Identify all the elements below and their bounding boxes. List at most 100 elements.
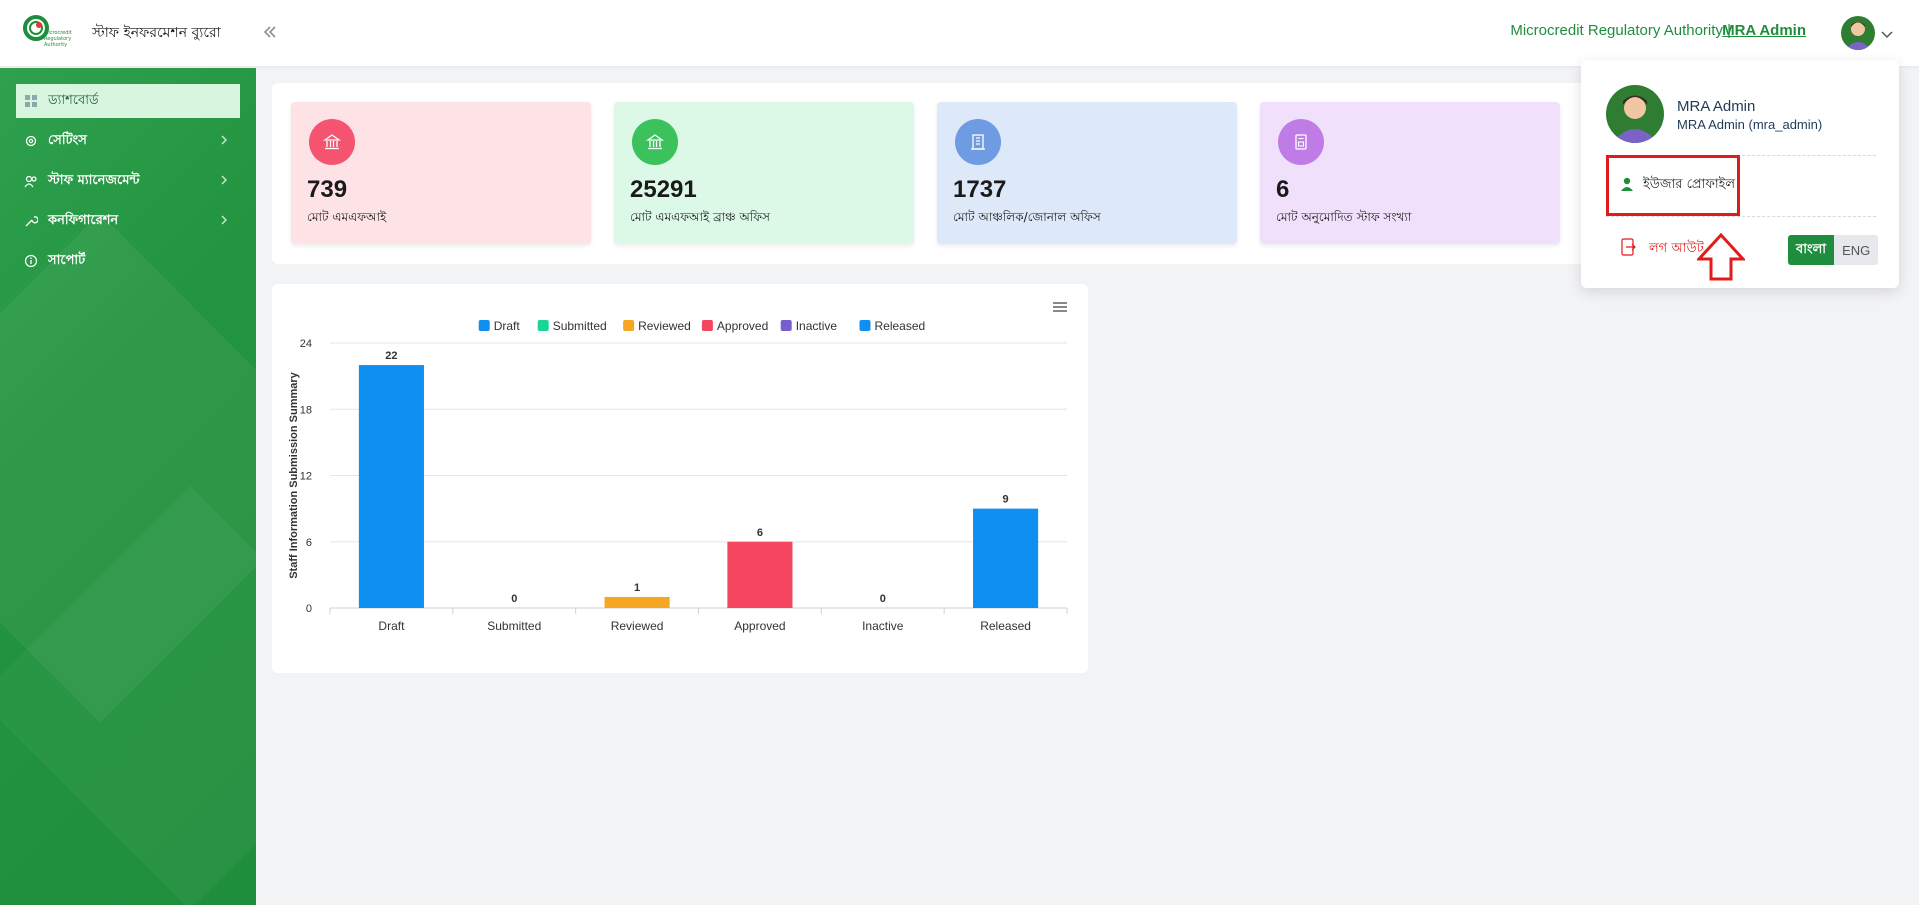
profile-username: MRA Admin (mra_admin) xyxy=(1677,117,1823,132)
user-avatar[interactable] xyxy=(1841,16,1875,50)
stat-card-mfi[interactable]: 739 মোট এমএফআই xyxy=(291,102,591,244)
users-icon xyxy=(24,174,38,188)
user-profile-menu-item[interactable]: ইউজার প্রোফাইল xyxy=(1606,155,1740,216)
sidebar-item-dashboard[interactable]: ড্যাশবোর্ড xyxy=(16,84,240,118)
y-tick-label: 0 xyxy=(306,603,312,615)
stat-value: 1737 xyxy=(953,176,1007,203)
y-tick-label: 12 xyxy=(300,471,312,483)
legend-label: Draft xyxy=(494,319,521,333)
logout-label: লগ আউট xyxy=(1649,240,1704,256)
gear-icon xyxy=(24,134,38,148)
sidebar-item-settings[interactable]: সেটিংস xyxy=(16,124,240,158)
stat-value: 25291 xyxy=(630,176,697,203)
x-tick-label: Approved xyxy=(734,619,785,633)
logout-icon xyxy=(1621,238,1637,260)
legend-label: Submitted xyxy=(553,319,607,333)
sidebar-item-configuration[interactable]: কনফিগারেশন xyxy=(16,204,240,238)
stat-card-zonal-office[interactable]: 1737 মোট আঞ্চলিক/জোনাল অফিস xyxy=(937,102,1237,244)
svg-text:Authority: Authority xyxy=(44,42,67,48)
bar xyxy=(358,365,424,608)
app-title: স্টাফ ইনফরমেশন ব্যুরো xyxy=(92,25,221,41)
sidebar-item-label: ড্যাশবোর্ড xyxy=(48,92,99,108)
person-icon xyxy=(1619,176,1635,196)
bar xyxy=(604,596,670,608)
data-label: 9 xyxy=(1003,494,1009,506)
legend-marker xyxy=(701,320,713,331)
y-tick-label: 18 xyxy=(300,404,312,416)
y-tick-label: 24 xyxy=(300,338,312,350)
avatar xyxy=(1606,85,1664,143)
language-toggle: বাংলা ENG xyxy=(1788,235,1879,265)
chevron-down-icon[interactable] xyxy=(1880,26,1894,40)
chevron-right-icon xyxy=(218,134,230,146)
legend-marker xyxy=(623,320,635,331)
grid-icon xyxy=(24,94,38,108)
hamburger-menu-icon[interactable] xyxy=(1051,299,1069,313)
stat-label: মোট এমএফআই xyxy=(307,210,387,224)
svg-text:Regulatory: Regulatory xyxy=(44,36,71,42)
user-dropdown: MRA Admin MRA Admin (mra_admin) ইউজার প্… xyxy=(1581,60,1899,288)
collapse-sidebar-icon[interactable] xyxy=(258,18,282,46)
sidebar-item-label: সেটিংস xyxy=(48,132,87,148)
divider xyxy=(1606,155,1876,156)
divider xyxy=(1606,216,1876,217)
stat-value: 739 xyxy=(307,176,348,203)
sidebar-item-label: স্টাফ ম্যানেজমেন্ট xyxy=(48,172,140,188)
document-icon xyxy=(1278,119,1324,165)
chart-panel: 0 6 12 18 24 Staff Information Submission Sum… xyxy=(272,284,1088,673)
x-tick-label: Inactive xyxy=(862,619,904,633)
legend-label: Reviewed xyxy=(638,319,691,333)
legend-marker xyxy=(478,320,490,331)
sidebar-item-support[interactable]: সাপোর্ট xyxy=(16,244,240,278)
mra-logo[interactable]: Microcredit Regulatory Authority xyxy=(22,14,72,50)
legend-label: Approved xyxy=(717,319,768,333)
bar xyxy=(727,541,793,608)
bar xyxy=(973,508,1039,608)
bank-icon xyxy=(309,119,355,165)
wrench-icon xyxy=(24,214,38,228)
data-label: 6 xyxy=(757,527,763,539)
lang-bangla-button[interactable]: বাংলা xyxy=(1788,235,1835,265)
top-header: Microcredit Regulatory Authority স্টাফ ই… xyxy=(0,0,1919,66)
data-label: 0 xyxy=(880,593,886,605)
legend-label: Inactive xyxy=(796,319,838,333)
y-tick-label: 6 xyxy=(306,537,312,549)
sidebar: ড্যাশবোর্ড সেটিংস স্টাফ ম্যানেজমেন্ট কনফ… xyxy=(0,68,256,905)
organization-name: Microcredit Regulatory Authority | xyxy=(1510,22,1731,39)
legend-marker xyxy=(859,320,871,331)
info-icon xyxy=(24,254,38,268)
data-label: 22 xyxy=(385,350,397,362)
up-arrow-annotation-icon xyxy=(1695,232,1747,281)
bank-icon xyxy=(632,119,678,165)
data-label: 1 xyxy=(634,582,640,594)
admin-user-link[interactable]: MRA Admin xyxy=(1722,22,1806,39)
stats-panel: 739 মোট এমএফআই 25291 মোট এমএফআই ব্রাঞ্চ … xyxy=(272,83,1612,264)
legend-marker xyxy=(780,320,792,331)
stat-label: মোট এমএফআই ব্রাঞ্চ অফিস xyxy=(630,210,770,224)
chevron-right-icon xyxy=(218,174,230,186)
legend-marker xyxy=(537,320,549,331)
bar-chart: 0 6 12 18 24 Staff Information Submission Sum… xyxy=(288,319,1068,633)
sidebar-item-label: সাপোর্ট xyxy=(48,252,86,268)
building-icon xyxy=(955,119,1001,165)
x-tick-label: Reviewed xyxy=(611,619,664,633)
y-axis-title: Staff Information Submission Summary xyxy=(288,371,300,578)
logout-button[interactable]: লগ আউট xyxy=(1621,238,1704,260)
stat-card-branch-office[interactable]: 25291 মোট এমএফআই ব্রাঞ্চ অফিস xyxy=(614,102,914,244)
x-tick-label: Released xyxy=(980,619,1031,633)
lang-english-button[interactable]: ENG xyxy=(1834,235,1879,265)
x-tick-label: Draft xyxy=(378,619,405,633)
profile-name: MRA Admin xyxy=(1677,98,1756,115)
chevron-right-icon xyxy=(218,214,230,226)
data-label: 0 xyxy=(511,593,517,605)
stat-value: 6 xyxy=(1276,176,1290,203)
x-tick-label: Submitted xyxy=(487,619,541,633)
stat-label: মোট আঞ্চলিক/জোনাল অফিস xyxy=(953,210,1101,224)
sidebar-item-staff-management[interactable]: স্টাফ ম্যানেজমেন্ট xyxy=(16,164,240,198)
user-profile-label: ইউজার প্রোফাইল xyxy=(1643,177,1736,192)
svg-text:Microcredit: Microcredit xyxy=(44,30,72,36)
stat-label: মোট অনুমোদিত স্টাফ সংখ্যা xyxy=(1276,210,1412,224)
sidebar-item-label: কনফিগারেশন xyxy=(48,212,119,228)
stat-card-approved-staff[interactable]: 6 মোট অনুমোদিত স্টাফ সংখ্যা xyxy=(1260,102,1560,244)
legend-label: Released xyxy=(875,319,926,333)
